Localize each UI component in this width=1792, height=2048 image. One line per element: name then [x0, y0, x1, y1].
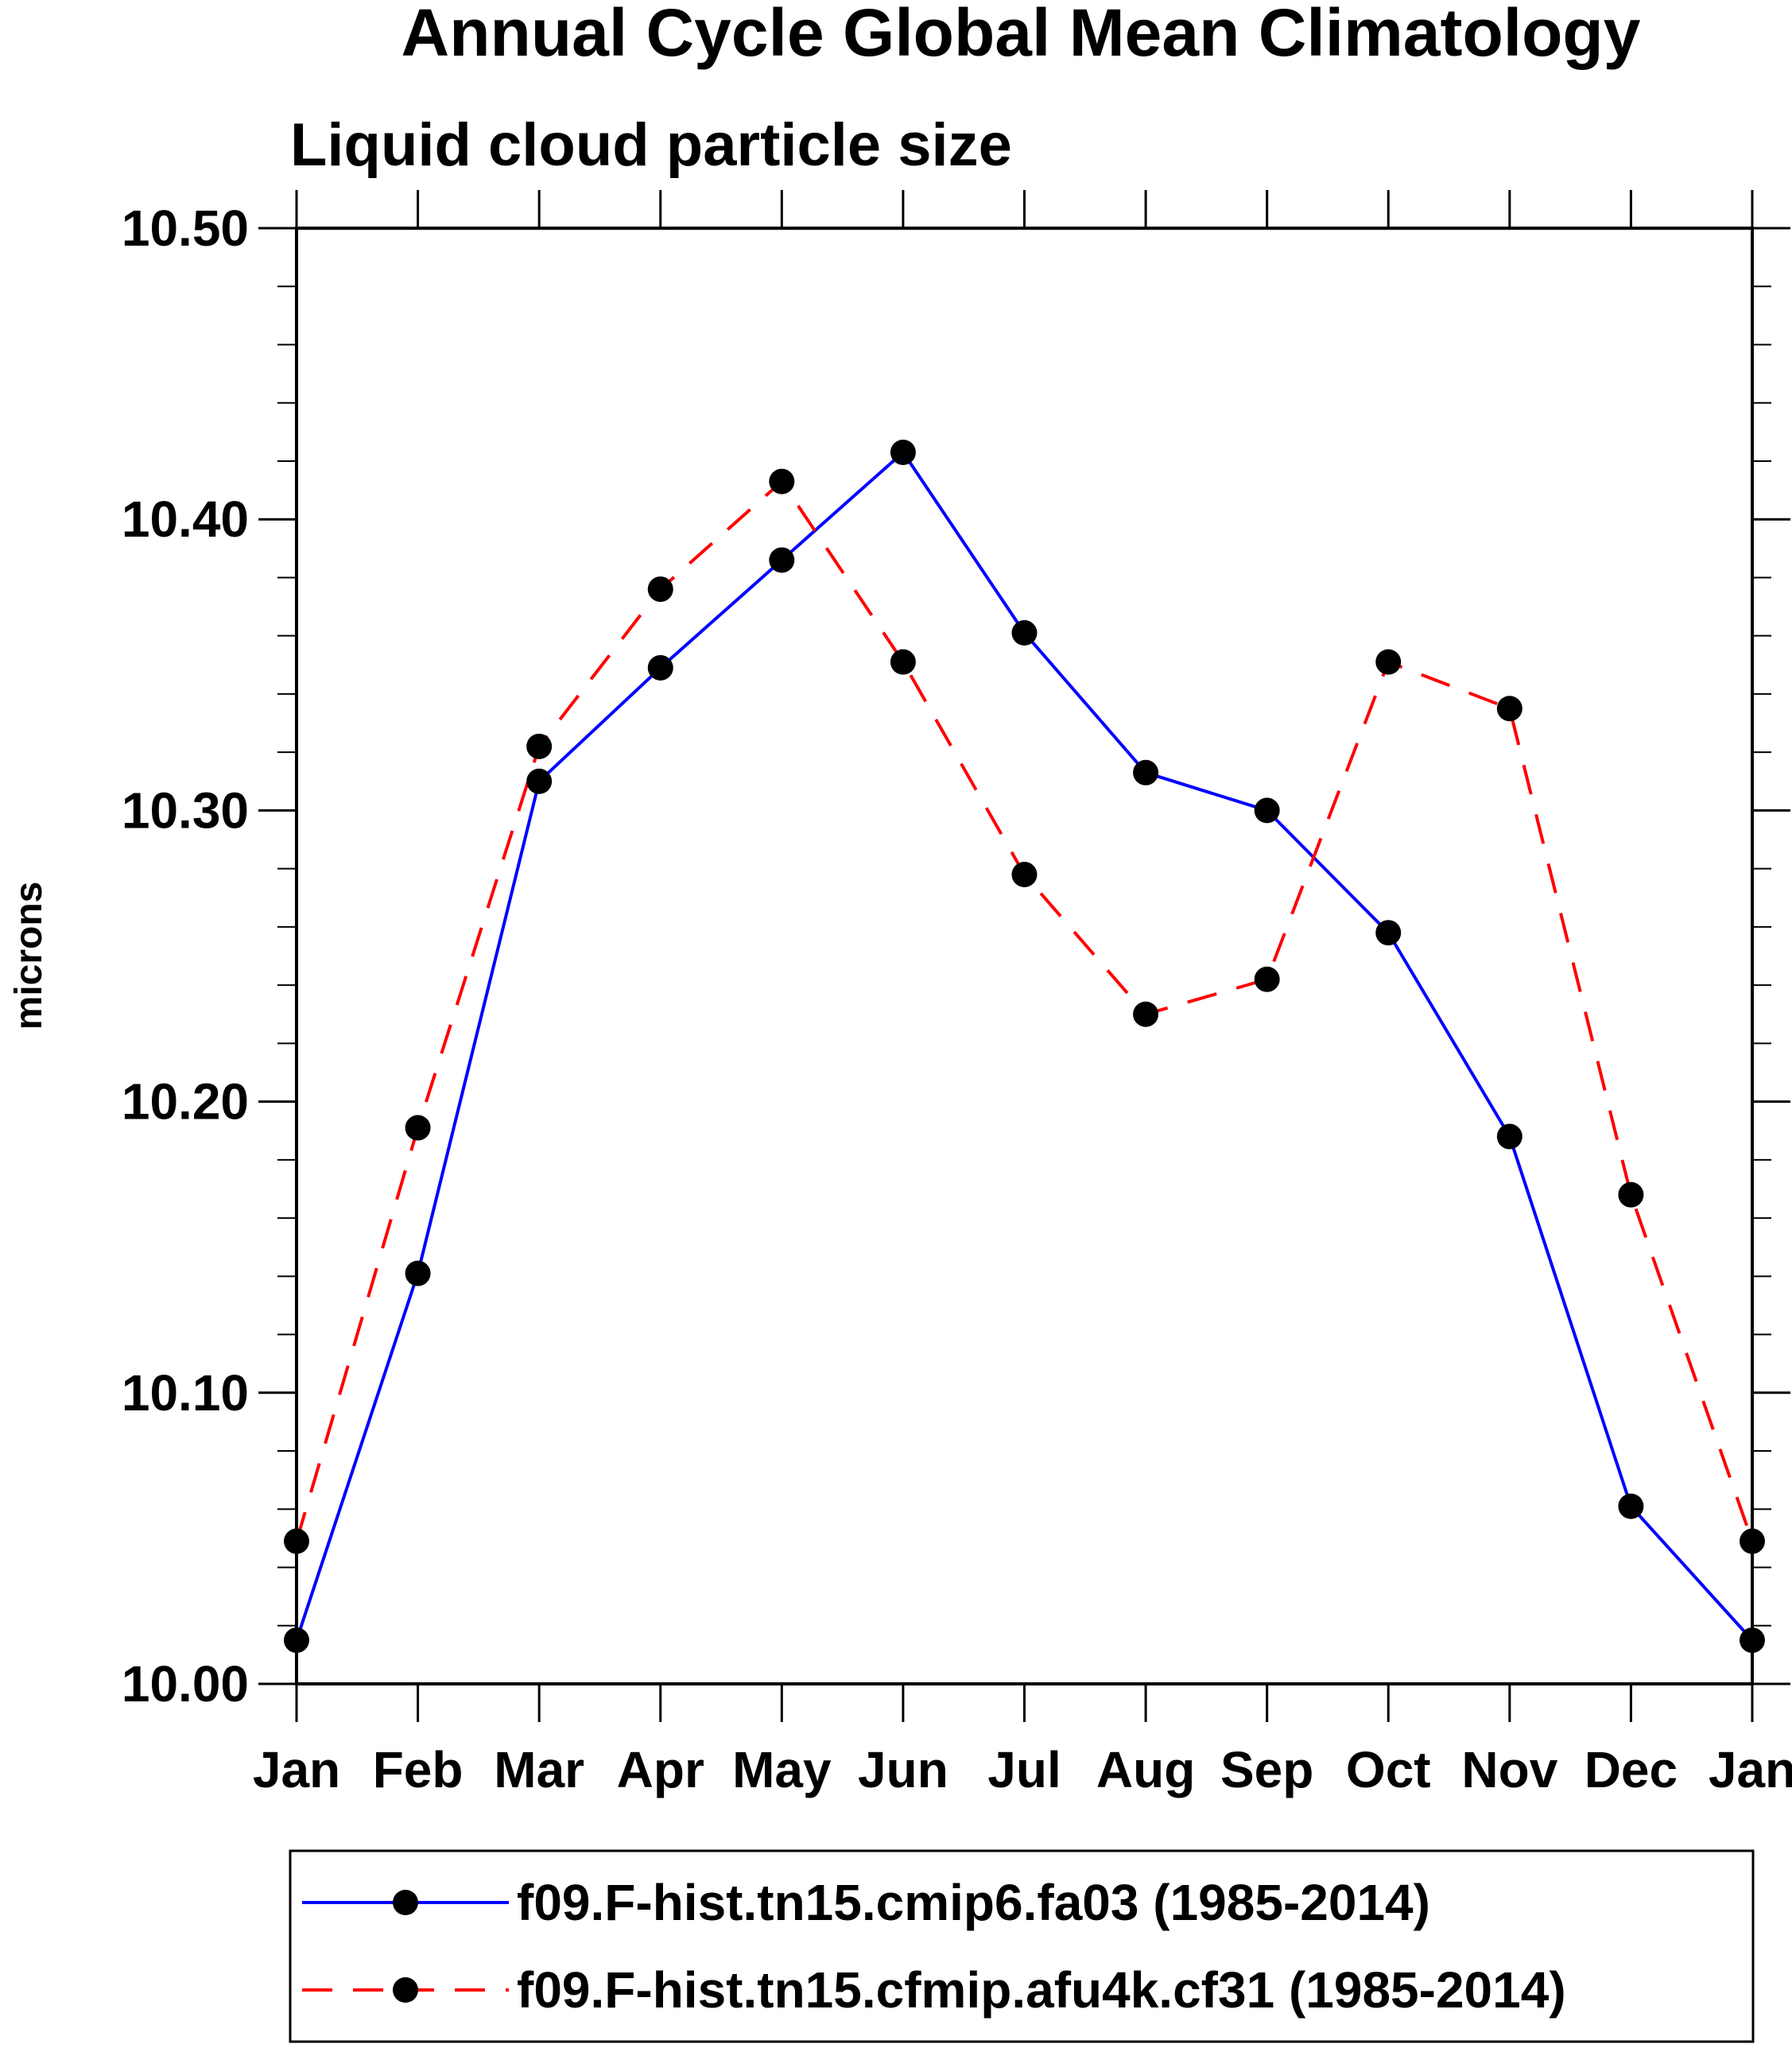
data-point-series-1 [1375, 920, 1402, 946]
data-point-series-1 [769, 547, 795, 573]
chart-subtitle: Liquid cloud particle size [290, 111, 1012, 179]
x-tick-label: Nov [1461, 1741, 1557, 1798]
data-point-series-2 [890, 649, 916, 675]
x-tick-label: Jan [253, 1741, 340, 1798]
data-point-series-1 [1496, 1123, 1522, 1150]
y-tick-label: 10.20 [122, 1073, 249, 1131]
data-point-series-2 [769, 468, 795, 495]
data-point-series-1 [647, 654, 673, 681]
data-point-series-2 [1011, 861, 1038, 887]
data-point-series-2 [1496, 696, 1522, 722]
x-tick-label: Jun [858, 1741, 948, 1798]
x-tick-label: Jan [1709, 1741, 1792, 1798]
series-layer [284, 439, 1765, 1654]
legend-marker-series-1 [393, 1890, 418, 1915]
x-tick-label: May [732, 1741, 832, 1798]
data-point-series-2 [647, 576, 673, 603]
data-point-series-1 [890, 439, 916, 465]
x-tick-label: Sep [1220, 1741, 1313, 1798]
data-point-series-1 [526, 768, 553, 794]
data-point-series-2 [1133, 1001, 1159, 1027]
legend-box [289, 1849, 1755, 2043]
data-point-series-1 [1133, 759, 1159, 785]
data-point-series-2 [1618, 1181, 1644, 1208]
data-point-series-2 [1254, 966, 1280, 992]
axes: Jan Feb Mar Apr May Jun Jul Aug Sep Oct Nov Dec Jan1… [122, 190, 1792, 1798]
data-point-series-1 [1618, 1493, 1644, 1519]
legend-label-series-2: f09.F-hist.tn15.cfmip.afu4k.cf31 (1985-2… [517, 1961, 1566, 2019]
y-axis-label: microns [8, 882, 50, 1030]
y-tick-label: 10.00 [122, 1655, 249, 1712]
y-tick-label: 10.10 [122, 1364, 249, 1422]
y-tick-label: 10.30 [122, 782, 249, 839]
y-tick-label: 10.50 [122, 200, 249, 257]
x-tick-label: Feb [373, 1741, 464, 1798]
data-point-series-1 [1011, 620, 1038, 646]
x-tick-label: Jul [987, 1741, 1061, 1798]
plot-frame [295, 227, 1754, 1685]
data-point-series-1 [405, 1260, 431, 1286]
data-point-series-2 [405, 1115, 431, 1141]
legend: f09.F-hist.tn15.cmip6.fa03 (1985-2014) f… [289, 1849, 1755, 2043]
data-point-series-1 [1254, 797, 1280, 824]
y-tick-label: 10.40 [122, 491, 249, 548]
x-tick-label: Mar [494, 1741, 584, 1798]
x-tick-label: Aug [1096, 1741, 1195, 1798]
legend-marker-series-2 [393, 1977, 418, 2003]
data-point-series-2 [526, 733, 553, 759]
x-tick-label: Dec [1584, 1741, 1678, 1798]
legend-label-series-1: f09.F-hist.tn15.cmip6.fa03 (1985-2014) [517, 1874, 1430, 1931]
data-point-series-2 [1375, 649, 1402, 675]
x-tick-label: Oct [1346, 1741, 1431, 1798]
chart-title: Annual Cycle Global Mean Climatology [401, 0, 1641, 70]
x-tick-label: Apr [617, 1741, 704, 1798]
